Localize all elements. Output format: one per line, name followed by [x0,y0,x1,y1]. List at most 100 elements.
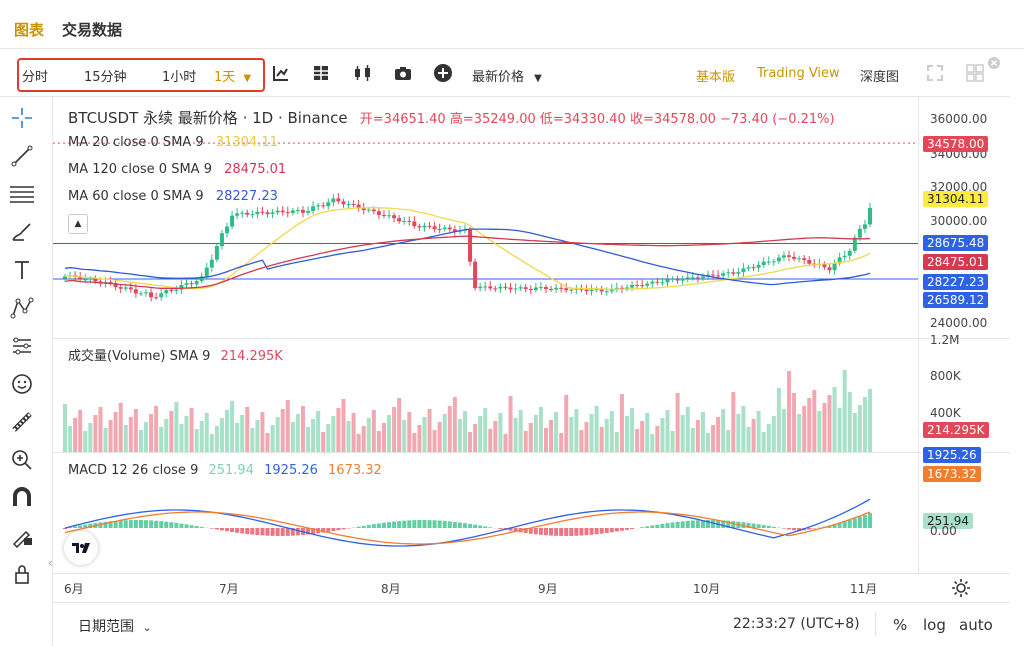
crosshair-icon[interactable] [8,104,36,132]
tab-chart[interactable]: 图表 [14,21,45,39]
volume-bar [422,417,427,452]
volume-bar [270,425,275,452]
volume-bar [306,427,311,452]
interval-15m[interactable]: 15分钟 [84,70,127,85]
interval-timeline[interactable]: 分时 [22,70,49,85]
brush-icon[interactable] [8,218,36,246]
macd-histogram-bar [670,522,675,528]
volume-pane-divider [53,338,1010,339]
macd-histogram-bar [235,528,240,533]
pattern-icon[interactable] [8,294,36,322]
price-type-dropdown[interactable]: 最新价格 ▼ [472,66,542,85]
tab-trade-data[interactable]: 交易数据 [62,21,123,39]
view-tradingview[interactable]: Trading View [757,66,840,81]
volume-bar [311,419,316,452]
macd-histogram-bar [640,527,645,528]
macd-histogram-bar [290,528,295,536]
candle-body [559,287,564,289]
date-range-button[interactable]: 日期范围 ⌄ [78,616,152,636]
macd-histogram-bar [78,525,83,528]
ruler-icon[interactable] [8,408,36,436]
log-toggle[interactable]: log [923,616,946,634]
close-icon[interactable] [988,54,1000,73]
candle-body [366,209,371,211]
zoom-in-icon[interactable] [8,446,36,474]
candle-style-icon[interactable] [352,64,374,86]
grid-layout-icon[interactable] [966,64,984,86]
candle-body [513,288,518,290]
candle-body [432,226,437,230]
interval-1h[interactable]: 1小时 [162,70,197,85]
candle-body [326,202,331,207]
price-tag-lower-line: 26589.12 [923,292,989,308]
macd-histogram-bar [225,528,230,532]
macd-histogram-bar [771,526,776,528]
text-tool-icon[interactable] [8,256,36,284]
candle-body [356,204,361,209]
candle-body [508,287,513,290]
macd-histogram-bar [675,521,680,528]
lock-icon[interactable] [8,560,36,588]
volume-bar [138,430,143,452]
percent-toggle[interactable]: % [893,616,908,634]
time-axis-label: 11月 [850,582,878,596]
candle-body [766,261,771,263]
volume-bar [822,403,827,452]
magnet-icon[interactable] [8,484,36,512]
candle-body [290,210,295,213]
candle-body [230,215,235,227]
volume-bar [159,427,164,452]
volume-bar [746,427,751,452]
volume-bar [554,412,559,452]
macd-histogram-bar [731,521,736,528]
auto-toggle[interactable]: auto [959,616,993,634]
candle-body [402,220,407,222]
macd-histogram-bar [478,525,483,528]
candle-body [807,259,812,264]
macd-histogram-bar [250,528,255,535]
left-toolbar-collapse-icon[interactable]: ‹ [48,556,53,570]
volume-bar [78,410,83,452]
ma20-legend: MA 20 close 0 SMA 9 31304.11 [68,135,278,150]
chart-settings-gear-icon[interactable] [951,578,971,602]
interval-1d[interactable]: 1天 ▼ [214,66,251,85]
volume-bar [402,420,407,452]
fullscreen-icon[interactable] [926,64,944,86]
indicator-icon[interactable] [272,64,290,86]
emoji-icon[interactable] [8,370,36,398]
macd-histogram-bar [868,513,872,528]
view-depth[interactable]: 深度图 [860,70,900,85]
volume-bar [690,428,695,452]
macd-histogram-bar [680,521,685,528]
camera-icon[interactable] [393,64,413,86]
candle-body [731,272,736,274]
volume-bar [179,424,184,452]
add-icon[interactable] [433,63,453,87]
candle-body [321,205,326,207]
fib-lines-icon[interactable] [8,180,36,208]
volume-bar [295,414,300,452]
candle-body [736,272,741,274]
volume-bar [103,428,108,452]
candle-body [300,209,305,213]
macd-histogram-bar [149,520,154,528]
trend-line-icon[interactable] [8,142,36,170]
layout-grid-icon[interactable] [312,64,330,86]
macd-histogram-bar [214,528,219,530]
view-basic[interactable]: 基本版 [696,70,736,85]
macd-histogram-bar [144,520,149,528]
volume-bar [118,403,123,452]
macd-histogram-bar [660,523,665,528]
chart-canvas[interactable] [53,97,918,573]
pencil-lock-icon[interactable] [8,522,36,550]
prediction-icon[interactable] [8,332,36,360]
volume-axis-label: 1.2M [930,333,960,347]
candle-body [361,208,366,211]
legend-collapse-button[interactable]: ▲ [68,214,88,234]
clock-display: 22:33:27 (UTC+8) [733,616,860,632]
price-axis-label: 24000.00 [930,316,988,330]
volume-bar [721,409,726,452]
macd-histogram-bar [209,528,214,529]
volume-bar [736,414,741,452]
volume-bar [513,418,518,452]
